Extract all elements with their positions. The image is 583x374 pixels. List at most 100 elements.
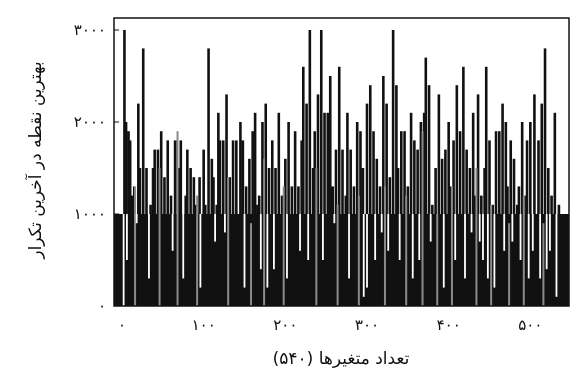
bar-gap bbox=[148, 214, 150, 279]
bar-gap bbox=[214, 214, 216, 242]
bar-gray bbox=[436, 214, 439, 306]
bar bbox=[391, 30, 395, 306]
bar bbox=[151, 168, 155, 306]
bar bbox=[540, 103, 544, 306]
bar bbox=[352, 186, 356, 306]
bar bbox=[293, 131, 297, 306]
bar-gap bbox=[199, 214, 202, 288]
bar bbox=[337, 66, 341, 306]
bar bbox=[202, 149, 205, 306]
x-tick-label: ۳۰۰ bbox=[355, 316, 379, 334]
bar bbox=[419, 122, 423, 306]
bar bbox=[382, 76, 385, 306]
bar bbox=[277, 112, 281, 306]
bar bbox=[210, 158, 214, 306]
bar-gray bbox=[315, 168, 318, 306]
bar bbox=[501, 103, 504, 306]
y-tick-label: ۰ bbox=[98, 297, 106, 315]
bar bbox=[455, 85, 459, 306]
bar-gap bbox=[387, 214, 390, 251]
bar-gray bbox=[158, 168, 161, 306]
bar bbox=[239, 122, 242, 306]
bar bbox=[543, 48, 547, 307]
bar bbox=[431, 204, 434, 306]
x-tick-label: ۰ bbox=[118, 316, 126, 334]
bar bbox=[145, 168, 148, 306]
bar bbox=[449, 186, 452, 306]
x-tick-label: ۱۰۰ bbox=[192, 316, 216, 334]
bar-gap bbox=[380, 214, 383, 233]
bar-gray bbox=[490, 204, 493, 306]
bar bbox=[270, 140, 274, 306]
bar bbox=[280, 195, 284, 306]
bar bbox=[471, 112, 475, 306]
bar bbox=[192, 177, 196, 306]
bar-gray bbox=[250, 223, 253, 306]
bar-gray bbox=[522, 195, 525, 306]
bar bbox=[225, 94, 228, 307]
bar bbox=[427, 85, 431, 306]
bar bbox=[244, 186, 248, 306]
bar bbox=[287, 122, 290, 306]
bar bbox=[189, 168, 192, 306]
bar bbox=[494, 131, 498, 306]
bar bbox=[462, 66, 465, 306]
bar bbox=[480, 195, 483, 306]
bar bbox=[498, 131, 501, 306]
bar bbox=[186, 149, 189, 306]
bar bbox=[452, 140, 455, 306]
bar-gap bbox=[224, 214, 226, 233]
bar bbox=[537, 140, 540, 306]
bar-gray bbox=[542, 223, 545, 306]
bar bbox=[177, 168, 181, 306]
bar-gap bbox=[182, 214, 185, 279]
bar bbox=[349, 149, 352, 306]
bar-gap bbox=[454, 214, 457, 260]
bar bbox=[488, 140, 491, 306]
bar bbox=[344, 195, 348, 306]
bar bbox=[253, 112, 257, 306]
bar bbox=[300, 140, 303, 306]
bar bbox=[437, 94, 441, 307]
bar bbox=[372, 131, 375, 306]
bar-gap bbox=[486, 214, 489, 279]
bar-gap bbox=[322, 214, 324, 260]
bar-gray bbox=[263, 158, 266, 306]
bar-gap bbox=[549, 214, 551, 251]
bar bbox=[218, 140, 222, 306]
bar bbox=[409, 112, 413, 306]
bar bbox=[476, 94, 480, 307]
y-axis: ۰ ۱۰۰۰ ۲۰۰۰ ۳۰۰۰ bbox=[74, 21, 119, 315]
bar bbox=[169, 195, 173, 306]
bar-gap bbox=[539, 214, 542, 279]
x-axis-label: تعداد متغیرها (۵۴۰) bbox=[273, 349, 410, 369]
bar bbox=[512, 158, 516, 306]
bar bbox=[458, 131, 462, 306]
bar bbox=[517, 186, 521, 306]
bar bbox=[228, 177, 232, 306]
bar bbox=[447, 122, 450, 306]
bar-gray bbox=[508, 223, 511, 306]
bar-gap bbox=[362, 214, 365, 297]
bar bbox=[529, 122, 532, 306]
bar-gap bbox=[299, 214, 301, 251]
bar bbox=[341, 149, 344, 306]
bar bbox=[515, 204, 519, 306]
plot-area bbox=[114, 30, 569, 307]
bar bbox=[424, 57, 428, 306]
bar-gray bbox=[450, 186, 453, 306]
bar-gray bbox=[336, 204, 339, 306]
bar bbox=[284, 158, 287, 306]
bar bbox=[138, 168, 142, 306]
bar bbox=[257, 195, 261, 306]
bar-gap bbox=[126, 214, 128, 260]
bar bbox=[215, 204, 219, 306]
bar bbox=[141, 48, 145, 307]
bar bbox=[194, 204, 197, 306]
bar bbox=[400, 131, 403, 306]
bar bbox=[308, 30, 312, 306]
bar bbox=[444, 149, 447, 306]
bar bbox=[290, 186, 294, 306]
bar bbox=[179, 140, 183, 306]
bar bbox=[123, 30, 126, 306]
